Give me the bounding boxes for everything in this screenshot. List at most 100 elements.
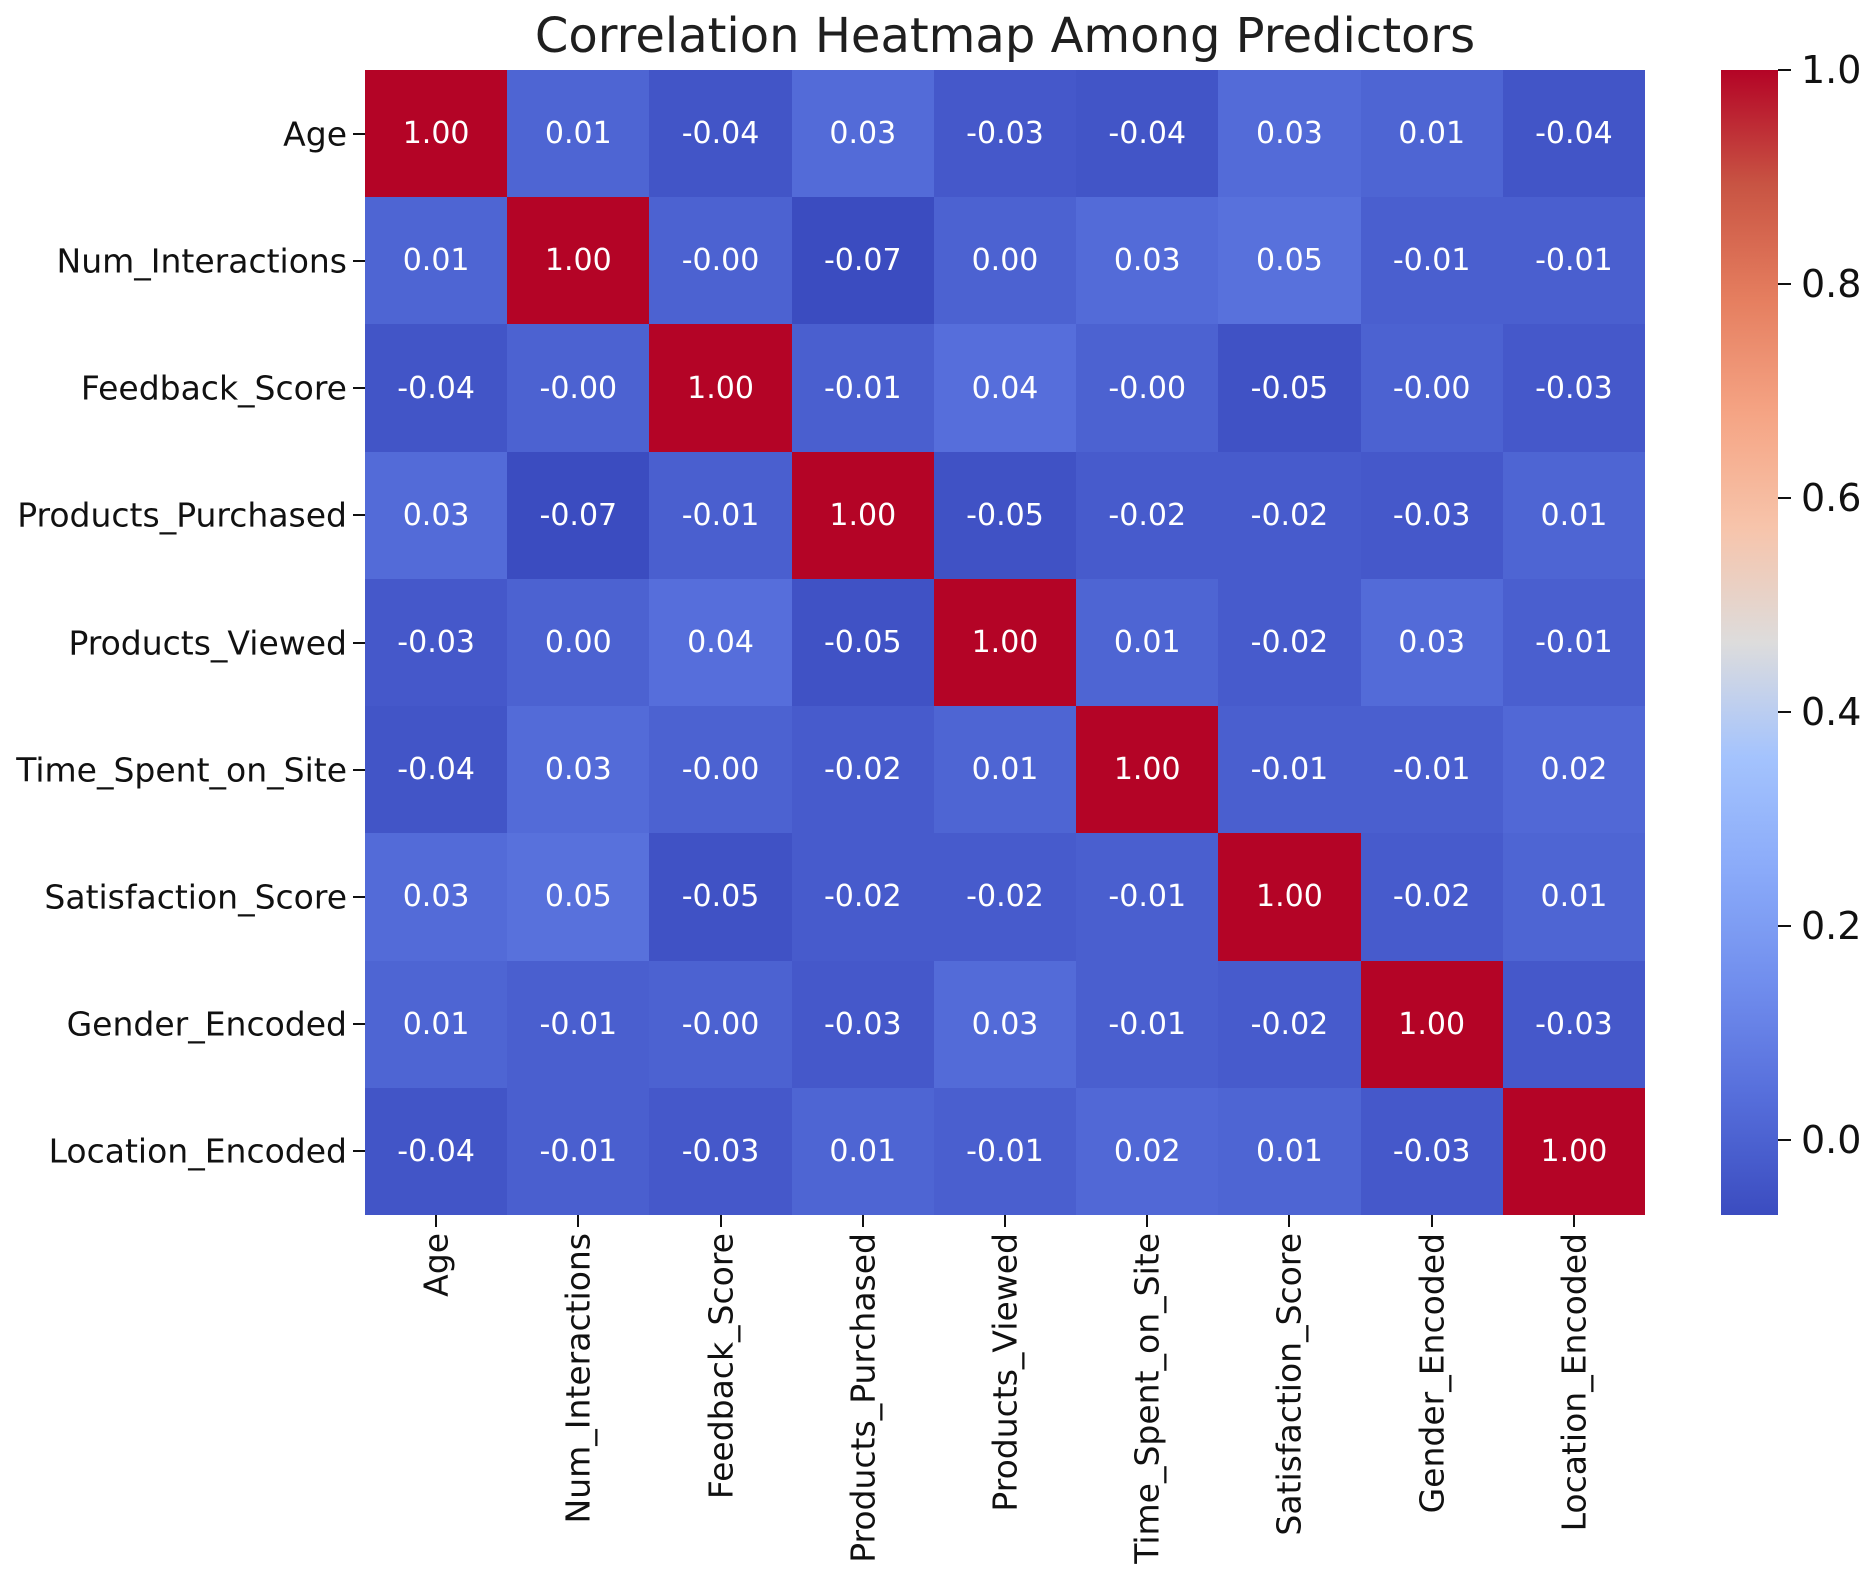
- cell-value: -0.00: [681, 243, 760, 279]
- heatmap-cell: -0.04: [365, 324, 508, 452]
- cell-value: -0.01: [966, 1133, 1044, 1169]
- y-tick-label: Gender_Encoded: [66, 1004, 347, 1044]
- cell-value: 1.00: [687, 370, 754, 406]
- heatmap-cell: 0.01: [1218, 1087, 1361, 1215]
- x-axis-labels: Age Num_Interactions Feedback_Score Product…: [365, 1233, 1645, 1573]
- heatmap-cell: 0.03: [365, 833, 508, 961]
- y-tick-label: Num_Interactions: [56, 241, 347, 281]
- x-tick-label: Num_Interactions: [558, 1233, 598, 1524]
- cell-value: -0.01: [681, 497, 760, 533]
- heatmap-cell: -0.07: [791, 197, 934, 325]
- x-tick-label-slot: Location_Encoded: [1554, 1233, 1593, 1535]
- cell-value: 0.03: [1113, 243, 1181, 279]
- cell-value: -0.02: [1250, 624, 1329, 660]
- y-axis-labels: Age Num_Interactions Feedback_Score Product…: [0, 70, 347, 1215]
- y-tick-mark: [353, 387, 365, 390]
- heatmap-cell: -0.01: [1502, 578, 1645, 707]
- x-tick-label-slot: Satisfaction_Score: [1270, 1233, 1309, 1540]
- cell-value: -0.04: [397, 370, 475, 406]
- y-tick-mark: [353, 132, 365, 135]
- y-tick-label: Feedback_Score: [80, 368, 347, 408]
- heatmap-cell: -0.01: [791, 324, 934, 452]
- colorbar-tick-mark: [1778, 1139, 1791, 1142]
- cell-value: -0.03: [1535, 1006, 1613, 1042]
- cell-value: -0.00: [681, 752, 760, 788]
- cell-value: -0.01: [1108, 879, 1187, 915]
- heatmap-cell: 0.01: [365, 960, 508, 1088]
- heatmap-cell: -0.02: [1218, 578, 1361, 707]
- heatmap-cell: -0.01: [1502, 197, 1645, 325]
- colorbar-tick-label: 0.0: [1801, 1118, 1861, 1163]
- cell-value: -0.03: [966, 116, 1044, 152]
- cell-value: 1.00: [1398, 1006, 1466, 1042]
- x-tick-label: Gender_Encoded: [1412, 1233, 1452, 1514]
- heatmap-cell: 0.02: [1076, 1087, 1219, 1215]
- heatmap-cell: 0.00: [933, 197, 1077, 325]
- cell-value: -0.01: [1392, 243, 1471, 279]
- colorbar-tick-mark: [1778, 283, 1791, 286]
- heatmap-cell: -0.00: [507, 324, 650, 452]
- x-tick-label-slot: Feedback_Score: [701, 1233, 740, 1503]
- heatmap-cell: -0.03: [1502, 324, 1645, 452]
- y-tick-mark: [353, 895, 365, 898]
- y-tick-mark: [353, 768, 365, 771]
- heatmap-cell: -0.03: [933, 70, 1077, 198]
- heatmap-cell: 0.03: [1218, 70, 1361, 198]
- heatmap-cell: 0.00: [507, 578, 650, 707]
- heatmap-cell: 1.00: [649, 324, 792, 452]
- x-tick-label-slot: Age: [417, 1233, 456, 1301]
- cell-value: -0.03: [823, 1006, 902, 1042]
- y-tick-mark: [353, 1023, 365, 1026]
- heatmap-cell: 0.01: [791, 1087, 934, 1215]
- colorbar-ticks: [1778, 69, 1791, 1215]
- cell-value: 0.01: [1398, 116, 1466, 152]
- cell-value: 0.01: [544, 116, 612, 152]
- heatmap-cell: 0.01: [1502, 451, 1645, 579]
- cell-value: 0.01: [971, 752, 1039, 788]
- heatmap-cell: -0.03: [649, 1087, 792, 1215]
- cell-value: -0.02: [1250, 1006, 1329, 1042]
- heatmap-cell: 0.01: [365, 197, 508, 325]
- colorbar-tick-mark: [1778, 69, 1791, 71]
- cell-value: 1.00: [402, 116, 470, 152]
- cell-value: -0.05: [966, 497, 1044, 533]
- heatmap-cell: -0.01: [1076, 960, 1219, 1088]
- cell-value: -0.05: [823, 624, 902, 660]
- heatmap-cell: -0.00: [1076, 324, 1219, 452]
- colorbar-tick-mark: [1778, 497, 1791, 500]
- heatmap-cell: -0.03: [1502, 960, 1645, 1088]
- heatmap-grid: 1.00 0.01 -0.04 0.03 -0.03 -0.04 0.03 0.01 -0.04…: [365, 70, 1645, 1215]
- cell-value: 1.00: [1256, 879, 1323, 915]
- x-tick-label-slot: Gender_Encoded: [1412, 1233, 1451, 1517]
- cell-value: 1.00: [544, 243, 612, 279]
- cell-value: -0.04: [397, 752, 475, 788]
- cell-value: -0.04: [397, 1133, 475, 1169]
- cell-value: -0.01: [1108, 1006, 1187, 1042]
- x-tick-label-slot: Products_Purchased: [843, 1233, 882, 1567]
- heatmap-cell: 1.00: [1360, 960, 1503, 1088]
- cell-value: 0.04: [971, 370, 1039, 406]
- colorbar: [1721, 70, 1778, 1215]
- heatmap-cell: 0.04: [649, 578, 792, 707]
- cell-value: 0.03: [829, 116, 897, 152]
- cell-value: 0.03: [971, 1006, 1039, 1042]
- heatmap-cell: -0.01: [1360, 197, 1503, 325]
- cell-value: 0.02: [1113, 1133, 1181, 1169]
- colorbar-tick-label: 0.2: [1801, 904, 1861, 949]
- y-tick-label: Age: [283, 114, 347, 154]
- heatmap-cell: -0.02: [1218, 960, 1361, 1088]
- heatmap-cell: -0.01: [1218, 706, 1361, 834]
- x-tick-mark: [435, 1215, 438, 1227]
- heatmap-cell: 0.03: [933, 960, 1077, 1088]
- x-axis-ticks: [365, 1215, 1645, 1227]
- y-tick-label: Time_Spent_on_Site: [16, 750, 347, 790]
- cell-value: -0.04: [1535, 116, 1613, 152]
- x-tick-label: Products_Purchased: [843, 1233, 883, 1563]
- heatmap-cell: -0.00: [649, 197, 792, 325]
- chart-title: Correlation Heatmap Among Predictors: [534, 8, 1476, 64]
- heatmap-cell: 0.04: [933, 324, 1077, 452]
- heatmap-cell: -0.01: [507, 1087, 650, 1215]
- x-tick-label: Age: [416, 1233, 456, 1297]
- colorbar-tick-label: 0.6: [1801, 476, 1861, 521]
- x-tick-mark: [861, 1215, 864, 1227]
